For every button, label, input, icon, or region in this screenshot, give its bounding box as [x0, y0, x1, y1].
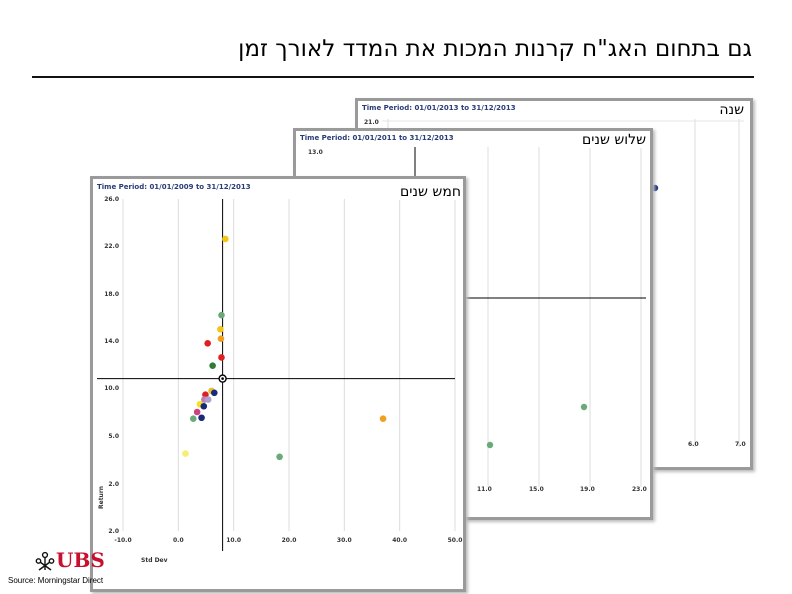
x-tick-label: 11.0 [477, 486, 492, 493]
x-axis-ticks: -10.0 0.0 10.0 20.0 30.0 40.0 50.0 [114, 537, 462, 544]
y-tick-label: 10.0 [104, 385, 119, 392]
x-tick-label: 7.0 [735, 441, 746, 448]
data-point [218, 354, 225, 361]
grid-lines [122, 199, 456, 531]
chart-card-five-years: Time Period: 01/01/2009 to 31/12/2013 2.… [90, 176, 466, 592]
data-point [211, 389, 218, 397]
y-tick-label: 5.0 [108, 433, 119, 440]
y-tick-label: 13.0 [308, 149, 323, 156]
data-point [222, 235, 229, 243]
chart-five-years: Time Period: 01/01/2009 to 31/12/2013 2.… [97, 183, 462, 564]
ubs-logo: UBS [34, 548, 105, 574]
data-point [217, 335, 225, 342]
period-label: Time Period: 01/01/2013 to 31/12/2013 [362, 104, 516, 112]
data-point [276, 453, 283, 461]
x-tick-label: 20.0 [282, 537, 297, 544]
data-point [193, 408, 201, 416]
y-tick-label: 21.0 [364, 119, 379, 126]
x-tick-label: 0.0 [173, 537, 184, 544]
data-point [379, 415, 387, 423]
period-label: Time Period: 01/01/2009 to 31/12/2013 [97, 183, 251, 191]
data-point [217, 325, 224, 333]
data-point [204, 340, 211, 347]
title-divider [32, 76, 754, 78]
period-label: Time Period: 01/01/2011 to 31/12/2013 [300, 134, 454, 142]
y-tick-label: 2.0 [108, 528, 119, 535]
data-point [651, 184, 659, 192]
data-point [182, 450, 189, 457]
data-point [200, 402, 208, 410]
x-tick-label: -10.0 [114, 537, 131, 544]
y-tick-label: 26.0 [104, 196, 119, 203]
x-tick-label: 30.0 [337, 537, 352, 544]
x-tick-label: 19.0 [580, 486, 595, 493]
logo-text: UBS [56, 548, 105, 572]
x-tick-label: 23.0 [632, 486, 647, 493]
x-tick-label: 40.0 [392, 537, 407, 544]
x-tick-label: 15.0 [529, 486, 544, 493]
label-three-years: שלוש שנים [579, 132, 648, 148]
data-point [580, 403, 588, 411]
data-point [218, 311, 225, 319]
x-axis-label: Std Dev [141, 557, 168, 564]
y-axis-ticks: 2.0 2.0 5.0 10.0 14.0 18.0 22.0 26.0 [104, 196, 119, 535]
x-tick-label: 6.0 [688, 441, 699, 448]
y-tick-label: 2.0 [108, 481, 119, 488]
data-point [189, 415, 197, 423]
source-note: Source: Morningstar Direct [8, 576, 104, 585]
x-tick-label: 50.0 [448, 537, 463, 544]
data-point [204, 396, 212, 403]
label-one-year: שנה [717, 102, 746, 118]
data-point [486, 441, 494, 449]
ubs-keys-icon [35, 551, 55, 571]
slide-title: גם בתחום האג"ח קרנות המכות את המדד לאורך… [238, 36, 752, 62]
index-crosshair-icon [218, 374, 227, 383]
label-five-years: חמש שנים [398, 184, 463, 200]
y-tick-label: 22.0 [104, 243, 119, 250]
y-tick-label: 18.0 [104, 291, 119, 298]
y-tick-label: 14.0 [104, 338, 119, 345]
data-points [182, 235, 387, 461]
data-point [209, 362, 216, 369]
data-point [198, 414, 205, 422]
x-tick-label: 10.0 [226, 537, 241, 544]
index-marker-dot [221, 377, 224, 380]
y-axis-label: Return [98, 486, 105, 509]
